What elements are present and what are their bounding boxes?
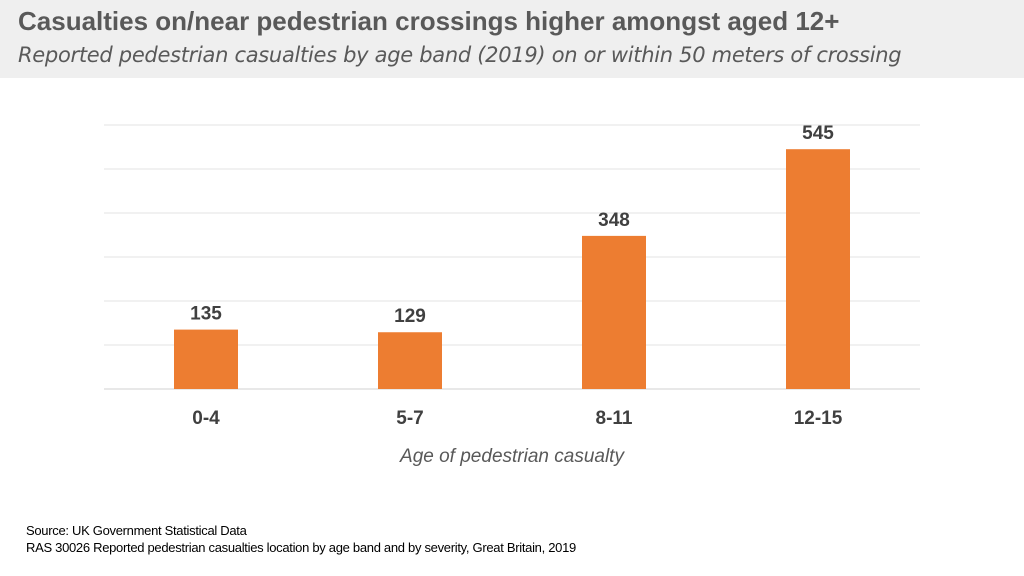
x-tick-label: 5-7: [396, 408, 423, 429]
source-note: Source: UK Government Statistical Data: [26, 523, 247, 538]
data-label: 129: [394, 306, 426, 327]
data-label: 348: [598, 210, 630, 231]
x-tick-label: 0-4: [192, 408, 220, 429]
bar-0-4: [174, 329, 238, 389]
bar-5-7: [378, 332, 442, 389]
chart-subtitle: Reported pedestrian casualties by age ba…: [18, 43, 902, 67]
header-band: Casualties on/near pedestrian crossings …: [0, 0, 1024, 78]
x-axis-title: Age of pedestrian casualty: [399, 446, 625, 467]
reference-note: RAS 30026 Reported pedestrian casualties…: [26, 540, 576, 555]
x-tick-label: 8-11: [596, 408, 633, 429]
x-tick-label: 12-15: [794, 408, 843, 429]
data-label: 135: [190, 304, 222, 325]
bar-8-11: [582, 235, 646, 389]
data-label: 545: [802, 123, 834, 144]
bar-12-15: [786, 149, 850, 389]
chart-title: Casualties on/near pedestrian crossings …: [18, 6, 840, 36]
footer-notes: Source: UK Government Statistical Data R…: [26, 522, 576, 556]
